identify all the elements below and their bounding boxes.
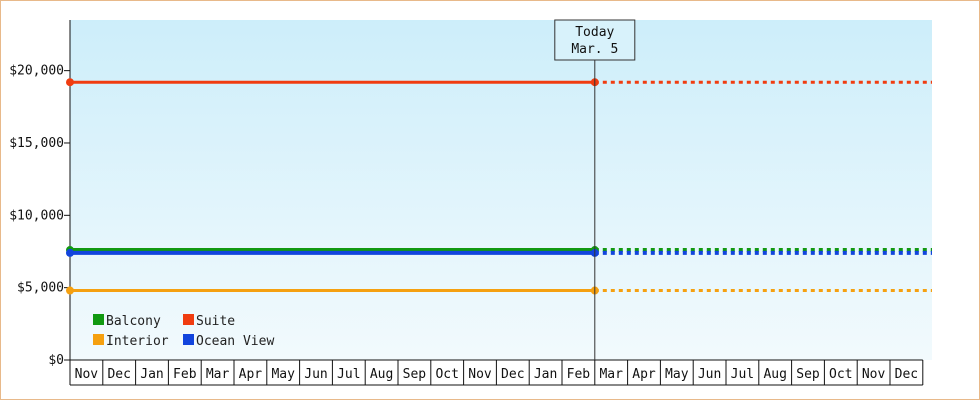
legend-swatch — [183, 334, 194, 345]
series-start-point — [66, 286, 74, 295]
month-label: Oct — [829, 367, 852, 382]
month-label: Dec — [107, 367, 130, 382]
month-label: Jul — [337, 367, 360, 382]
y-tick-label: $15,000 — [9, 136, 64, 151]
y-axis: $0 $5,000 $10,000 $15,000 $20,000 — [9, 20, 71, 368]
legend-label: Balcony — [106, 314, 161, 329]
month-label: Jan — [534, 367, 557, 382]
month-label: Jul — [731, 367, 754, 382]
month-label: Jun — [698, 367, 721, 382]
today-marker: Today Mar. 5 — [554, 19, 636, 360]
legend-label: Interior — [106, 334, 169, 349]
month-label: Oct — [435, 367, 458, 382]
series-start-point — [66, 78, 74, 87]
plot-background — [70, 20, 932, 360]
month-label: Apr — [632, 367, 656, 382]
legend-swatch — [93, 334, 104, 345]
y-tick-label: $5,000 — [17, 281, 64, 296]
legend-swatch — [183, 314, 194, 325]
month-label: Feb — [173, 367, 197, 382]
month-label: Mar — [599, 367, 623, 382]
month-label: Feb — [567, 367, 591, 382]
month-label: Jun — [304, 367, 327, 382]
month-label: Dec — [501, 367, 524, 382]
x-axis: Nov Dec Jan Feb Mar Apr May Jun Jul Aug Sep Oct Nov D… — [69, 359, 924, 386]
month-label: Mar — [206, 367, 230, 382]
legend-label: Ocean View — [196, 334, 274, 349]
legend: Balcony Suite Interior Ocean View — [93, 314, 274, 349]
today-label: Today — [575, 25, 614, 40]
month-label: Apr — [239, 367, 263, 382]
y-tick-label: $20,000 — [9, 64, 64, 79]
month-label: Dec — [895, 367, 918, 382]
month-label: May — [665, 367, 689, 382]
y-tick-label: $10,000 — [9, 208, 64, 223]
today-box — [554, 19, 636, 61]
month-label: Nov — [75, 367, 99, 382]
legend-swatch — [93, 314, 104, 325]
month-label: Sep — [796, 367, 820, 382]
today-date: Mar. 5 — [571, 42, 618, 57]
month-label: Sep — [403, 367, 427, 382]
month-label: Aug — [763, 367, 786, 382]
series-start-point — [66, 248, 74, 257]
month-label: Nov — [862, 367, 886, 382]
month-label: May — [271, 367, 295, 382]
month-label: Aug — [370, 367, 393, 382]
series-layer — [66, 78, 932, 295]
month-label: Nov — [468, 367, 492, 382]
legend-label: Suite — [196, 314, 235, 329]
month-label: Jan — [140, 367, 163, 382]
y-tick-label: $0 — [48, 353, 64, 368]
